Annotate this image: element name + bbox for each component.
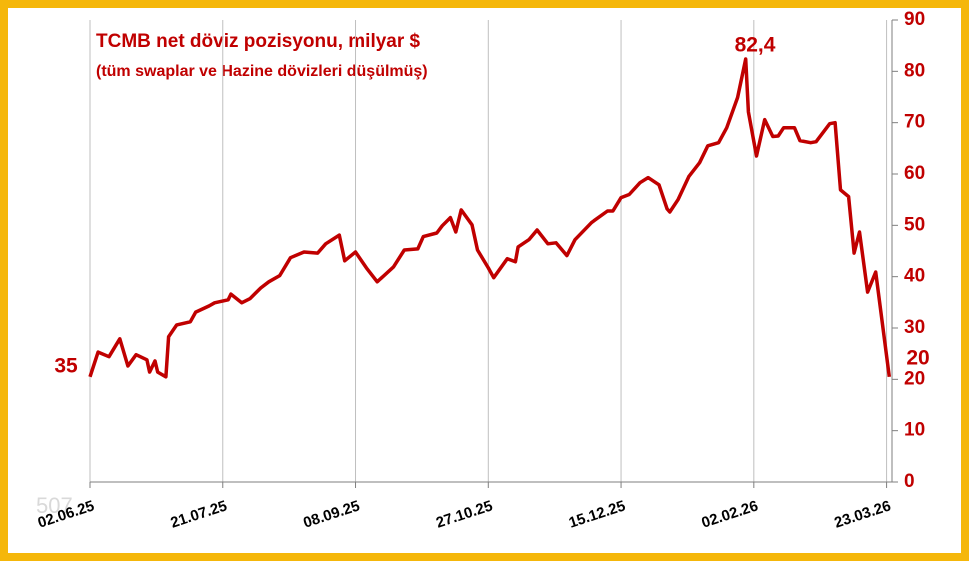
x-tick-label: 27.10.25 bbox=[434, 497, 495, 531]
chart-title: TCMB net döviz pozisyonu, milyar $ bbox=[96, 31, 421, 52]
watermark: 507 bbox=[36, 493, 73, 518]
annotation: 20 bbox=[906, 347, 929, 370]
x-tick-label: 08.09.25 bbox=[301, 497, 362, 531]
annotation: 82,4 bbox=[735, 34, 776, 57]
y-tick-label: 50 bbox=[904, 214, 925, 235]
annotation: 35 bbox=[54, 355, 78, 378]
chart-subtitle: (tüm swaplar ve Hazine dövizleri düşülmü… bbox=[96, 63, 428, 80]
x-tick-label: 21.07.25 bbox=[168, 497, 229, 531]
x-tick-label: 02.02.26 bbox=[699, 497, 760, 531]
x-tick-label: 15.12.25 bbox=[567, 497, 628, 531]
x-tick-label: 23.03.26 bbox=[832, 497, 893, 531]
y-tick-label: 10 bbox=[904, 420, 925, 441]
y-tick-label: 30 bbox=[904, 317, 925, 338]
line-series bbox=[88, 57, 892, 379]
y-tick-label: 70 bbox=[904, 112, 925, 133]
y-tick-label: 0 bbox=[904, 471, 915, 492]
y-tick-label: 80 bbox=[904, 60, 925, 81]
y-tick-label: 90 bbox=[904, 9, 925, 30]
y-tick-label: 60 bbox=[904, 163, 925, 184]
y-tick-label: 40 bbox=[904, 266, 925, 287]
y-tick-label: 20 bbox=[904, 368, 925, 389]
